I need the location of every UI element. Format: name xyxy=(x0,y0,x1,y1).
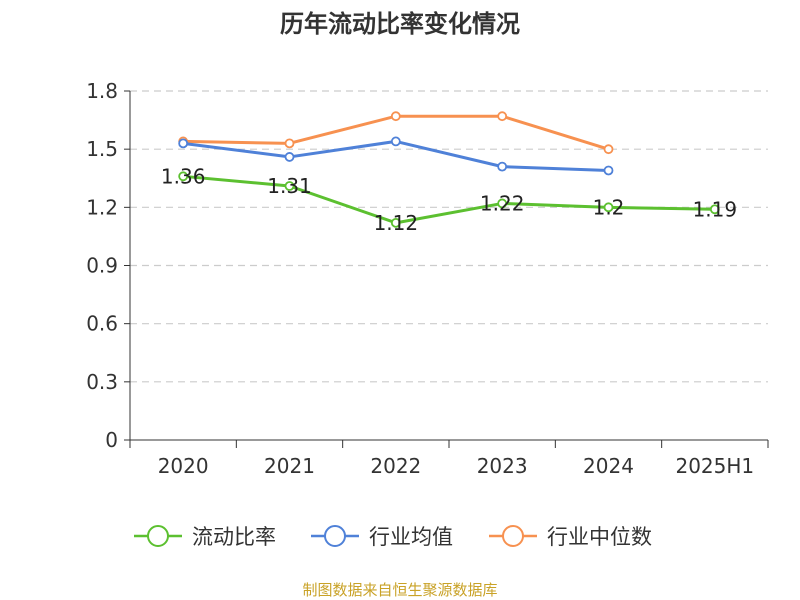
data-label: 1.19 xyxy=(693,197,738,221)
series-1-point[interactable] xyxy=(178,138,189,149)
series-2-point[interactable] xyxy=(497,111,508,122)
series-0 xyxy=(178,171,720,228)
y-tick-label: 1.8 xyxy=(86,79,118,103)
axes: 0 0.3 0.6 0.9 1.2 1.5 1.8 2020 2021 2022 2023 2024 2… xyxy=(86,79,769,478)
series-0-point[interactable] xyxy=(709,204,720,215)
series-0-point[interactable] xyxy=(284,181,295,191)
x-tick-label: 2023 xyxy=(477,454,528,478)
series-lines xyxy=(178,111,720,228)
data-label: 1.36 xyxy=(161,164,206,188)
y-tick-label: 1.2 xyxy=(86,195,118,219)
series-0-point[interactable] xyxy=(497,198,508,209)
y-tick-label: 0.6 xyxy=(86,312,118,336)
x-tick-label: 2020 xyxy=(158,454,209,478)
data-label: 1.12 xyxy=(374,211,419,235)
source-note: 制图数据来自恒生聚源数据库 xyxy=(302,581,498,599)
x-tick-label: 2025H1 xyxy=(675,454,754,478)
series-1-point[interactable] xyxy=(603,165,614,176)
series-1 xyxy=(178,136,614,176)
x-tick-label: 2022 xyxy=(370,454,421,478)
legend-marker xyxy=(324,525,346,547)
data-labels: 1.36 1.31 1.12 1.22 1.2 1.19 xyxy=(161,164,737,235)
legend-marker xyxy=(502,525,524,547)
series-2-point[interactable] xyxy=(284,138,295,149)
legend-marker xyxy=(147,525,169,547)
chart-title: 历年流动比率变化情况 xyxy=(280,10,520,38)
legend-item[interactable]: 流动比率 xyxy=(134,525,276,549)
legend[interactable]: 流动比率 行业均值 行业中位数 xyxy=(134,525,652,549)
series-2-point[interactable] xyxy=(603,144,614,155)
data-label: 1.2 xyxy=(593,195,625,219)
x-tick-label: 2021 xyxy=(264,454,315,478)
legend-label: 行业均值 xyxy=(369,525,453,549)
legend-label: 行业中位数 xyxy=(547,525,652,549)
gridlines xyxy=(130,90,768,383)
series-2 xyxy=(178,111,614,155)
legend-item[interactable]: 行业中位数 xyxy=(489,525,652,549)
series-0-point[interactable] xyxy=(390,217,401,228)
legend-label: 流动比率 xyxy=(192,525,276,549)
series-2-point[interactable] xyxy=(390,111,401,122)
y-tick-label: 0 xyxy=(105,428,118,452)
series-0-point[interactable] xyxy=(603,202,614,213)
x-tick-label: 2024 xyxy=(583,454,634,478)
y-tick-label: 0.9 xyxy=(86,254,118,278)
series-1-point[interactable] xyxy=(497,161,508,172)
data-label: 1.22 xyxy=(480,191,525,215)
series-0-point[interactable] xyxy=(178,171,189,182)
series-0-line xyxy=(183,174,715,225)
y-tick-label: 1.5 xyxy=(86,137,118,161)
series-1-point[interactable] xyxy=(284,152,295,162)
data-label: 1.31 xyxy=(267,174,312,198)
y-tick-label: 0.3 xyxy=(86,370,118,394)
series-1-point[interactable] xyxy=(390,136,401,147)
legend-item[interactable]: 行业均值 xyxy=(311,525,453,549)
